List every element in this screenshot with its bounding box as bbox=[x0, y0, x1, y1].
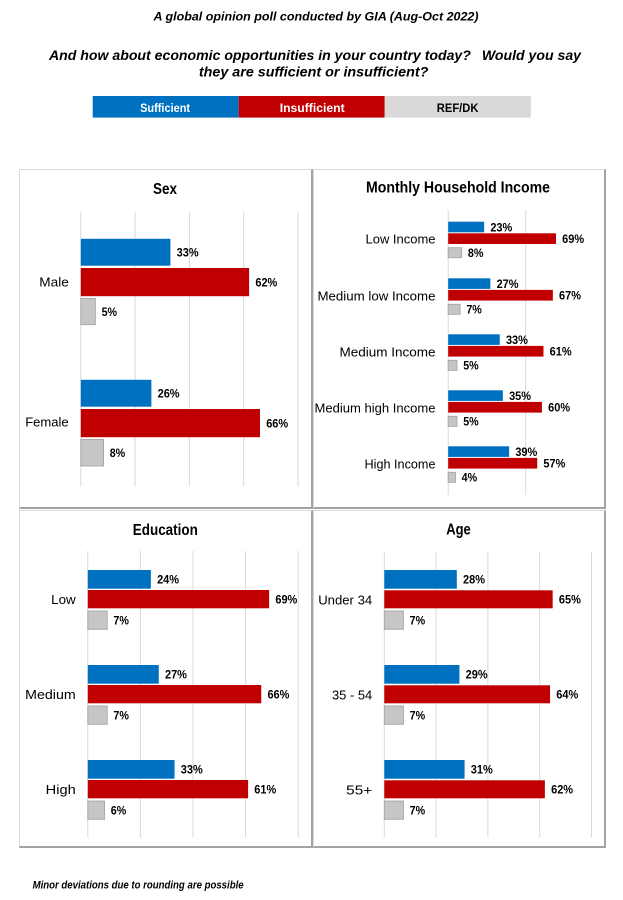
svg-text:29%: 29% bbox=[466, 670, 488, 682]
svg-text:61%: 61% bbox=[254, 784, 276, 796]
svg-text:A global opinion poll conducte: A global opinion poll conducted by GIA (… bbox=[152, 10, 478, 24]
svg-text:35%: 35% bbox=[509, 391, 531, 403]
svg-text:5%: 5% bbox=[463, 361, 479, 373]
svg-text:60%: 60% bbox=[548, 403, 570, 415]
svg-text:Age: Age bbox=[446, 522, 471, 539]
svg-text:8%: 8% bbox=[468, 248, 484, 260]
svg-text:31%: 31% bbox=[471, 765, 493, 777]
svg-text:66%: 66% bbox=[267, 689, 289, 701]
svg-text:Medium high Income: Medium high Income bbox=[315, 400, 436, 415]
svg-text:4%: 4% bbox=[462, 473, 478, 485]
svg-text:Male: Male bbox=[39, 275, 69, 290]
svg-text:8%: 8% bbox=[110, 448, 126, 460]
svg-text:5%: 5% bbox=[463, 417, 479, 429]
svg-text:26%: 26% bbox=[158, 389, 180, 401]
svg-text:33%: 33% bbox=[181, 765, 203, 777]
svg-text:Medium low Income: Medium low Income bbox=[318, 288, 436, 303]
svg-text:Sufficient: Sufficient bbox=[140, 101, 190, 115]
svg-text:7%: 7% bbox=[466, 305, 482, 317]
svg-text:64%: 64% bbox=[556, 690, 578, 702]
svg-text:High: High bbox=[46, 782, 76, 797]
svg-text:65%: 65% bbox=[559, 595, 581, 607]
svg-text:6%: 6% bbox=[111, 805, 127, 817]
svg-text:And how about economic opportu: And how about economic opportunities in … bbox=[48, 47, 582, 63]
svg-text:Sex: Sex bbox=[153, 181, 177, 198]
svg-text:Medium Income: Medium Income bbox=[340, 344, 436, 359]
svg-text:Monthly Household Income: Monthly Household Income bbox=[366, 180, 550, 197]
svg-text:High Income: High Income bbox=[365, 456, 436, 471]
svg-text:Female: Female bbox=[25, 415, 69, 430]
svg-text:they are sufficient or insuffi: they are sufficient or insufficient? bbox=[199, 64, 429, 80]
svg-text:69%: 69% bbox=[562, 234, 584, 246]
svg-text:Insufficient: Insufficient bbox=[280, 101, 345, 115]
svg-text:7%: 7% bbox=[410, 615, 426, 627]
svg-text:35 - 54: 35 - 54 bbox=[332, 688, 372, 703]
svg-text:33%: 33% bbox=[177, 248, 199, 260]
svg-text:Education: Education bbox=[133, 522, 198, 539]
svg-text:7%: 7% bbox=[410, 805, 426, 817]
svg-text:Low: Low bbox=[51, 592, 76, 607]
svg-text:23%: 23% bbox=[490, 222, 512, 234]
svg-text:55+: 55+ bbox=[346, 783, 372, 798]
svg-text:62%: 62% bbox=[551, 785, 573, 797]
svg-text:24%: 24% bbox=[157, 575, 179, 587]
svg-text:27%: 27% bbox=[497, 279, 519, 291]
svg-text:61%: 61% bbox=[550, 347, 572, 359]
svg-text:5%: 5% bbox=[102, 307, 118, 319]
svg-text:7%: 7% bbox=[113, 710, 128, 722]
svg-text:57%: 57% bbox=[543, 459, 565, 471]
svg-text:REF/DK: REF/DK bbox=[437, 101, 479, 115]
svg-text:33%: 33% bbox=[506, 335, 528, 347]
svg-text:Under 34: Under 34 bbox=[318, 593, 372, 608]
svg-text:66%: 66% bbox=[266, 418, 288, 430]
svg-text:Medium: Medium bbox=[25, 687, 76, 702]
svg-text:Minor deviations due to roundi: Minor deviations due to rounding are pos… bbox=[33, 880, 244, 892]
svg-text:7%: 7% bbox=[113, 615, 128, 627]
svg-text:39%: 39% bbox=[515, 447, 537, 459]
svg-text:28%: 28% bbox=[463, 575, 485, 587]
svg-text:69%: 69% bbox=[275, 594, 297, 606]
svg-text:Low Income: Low Income bbox=[366, 232, 436, 247]
svg-text:67%: 67% bbox=[559, 291, 581, 303]
svg-text:7%: 7% bbox=[410, 710, 426, 722]
svg-text:27%: 27% bbox=[165, 670, 187, 682]
svg-text:62%: 62% bbox=[255, 277, 277, 289]
